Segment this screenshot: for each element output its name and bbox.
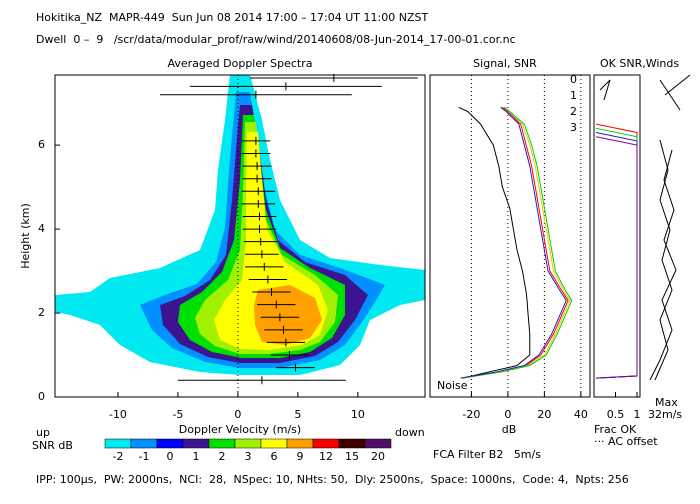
max-speed-label: 32m/s xyxy=(648,408,682,421)
colorbar-swatch xyxy=(104,438,132,449)
colorbar-swatch xyxy=(260,438,288,449)
frac-ok-line xyxy=(596,123,638,379)
colorbar-level: 3 xyxy=(245,450,252,463)
snr-line xyxy=(462,106,573,379)
colorbar-swatch xyxy=(130,438,158,449)
colorbar-swatch xyxy=(208,438,236,449)
panel-title: Signal, SNR xyxy=(473,57,537,70)
up-label: up xyxy=(36,426,50,439)
snr-line xyxy=(462,106,571,379)
x-tick-label: 0 xyxy=(234,408,241,421)
colorbar-swatch xyxy=(286,438,314,449)
snr-line xyxy=(460,106,567,379)
frac-ok-line xyxy=(596,136,638,379)
panel-title: Averaged Doppler Spectra xyxy=(167,57,312,70)
legend-entry: 3 xyxy=(570,121,577,134)
y-tick-label: 4 xyxy=(38,222,45,235)
y-axis-label: Height (km) xyxy=(19,203,32,269)
wind-sticks xyxy=(599,74,691,381)
plot-frame xyxy=(593,74,641,398)
x-axis-label: Doppler Velocity (m/s) xyxy=(179,423,301,436)
contours xyxy=(55,75,425,375)
x-axis-label: Frac OK xyxy=(594,423,637,436)
snr-line xyxy=(462,106,569,379)
colorbar-swatch xyxy=(156,438,184,449)
colorbar-level: 6 xyxy=(271,450,278,463)
x-tick-label: 5 xyxy=(294,408,301,421)
x-tick-label: 0 xyxy=(504,408,511,421)
colorbar-level: 15 xyxy=(345,450,359,463)
x-tick-label: -5 xyxy=(172,408,183,421)
ac-offset-label: ··· AC offset xyxy=(594,435,658,448)
colorbar-level: 20 xyxy=(371,450,385,463)
x-tick-label: 0.5 xyxy=(607,408,625,421)
colorbar-level: 0 xyxy=(167,450,174,463)
colorbar-label: SNR dB xyxy=(32,439,73,452)
down-label: down xyxy=(395,426,425,439)
y-tick-label: 6 xyxy=(38,138,45,151)
footer: IPP: 100μs, PW: 2000ns, NCI: 28, NSpec: … xyxy=(36,473,629,486)
panel-title: OK SNR,Winds xyxy=(600,57,679,70)
x-tick-label: 20 xyxy=(537,408,551,421)
subtitle: Dwell 0 – 9 /scr/data/modular_prof/raw/w… xyxy=(36,33,516,46)
colorbar-swatch xyxy=(182,438,210,449)
legend-entry: 1 xyxy=(570,89,577,102)
x-tick-label: 10 xyxy=(351,408,365,421)
colorbar-level: 12 xyxy=(319,450,333,463)
x-tick-label: -20 xyxy=(462,408,480,421)
x-tick-label: 40 xyxy=(574,408,588,421)
plot-frame xyxy=(429,74,591,398)
frac-ok-line xyxy=(596,127,638,379)
x-axis-label: dB xyxy=(502,423,517,436)
colorbar-level: -2 xyxy=(113,450,124,463)
x-tick-label: -10 xyxy=(109,408,127,421)
legend-entry: 0 xyxy=(570,73,577,86)
colorbar-swatch xyxy=(234,438,262,449)
max-label: Max xyxy=(655,396,678,409)
y-tick-label: 2 xyxy=(38,306,45,319)
y-tick-label: 0 xyxy=(38,390,45,403)
colorbar-swatch xyxy=(312,438,340,449)
filter-note: FCA Filter B2 5m/s xyxy=(433,448,541,461)
noise-label: Noise xyxy=(437,379,468,392)
legend-entry: 2 xyxy=(570,105,577,118)
signal-line xyxy=(458,106,531,379)
plot-frame xyxy=(54,74,426,398)
frac-ok-line xyxy=(596,132,638,379)
colorbar-level: -1 xyxy=(139,450,150,463)
colorbar-level: 9 xyxy=(297,450,304,463)
colorbar-swatch xyxy=(364,438,392,449)
colorbar-level: 2 xyxy=(219,450,226,463)
title: Hokitika_NZ MAPR-449 Sun Jun 08 2014 17:… xyxy=(36,11,428,24)
x-tick-label: 1 xyxy=(633,408,640,421)
colorbar-level: 1 xyxy=(193,450,200,463)
colorbar-swatch xyxy=(338,438,366,449)
